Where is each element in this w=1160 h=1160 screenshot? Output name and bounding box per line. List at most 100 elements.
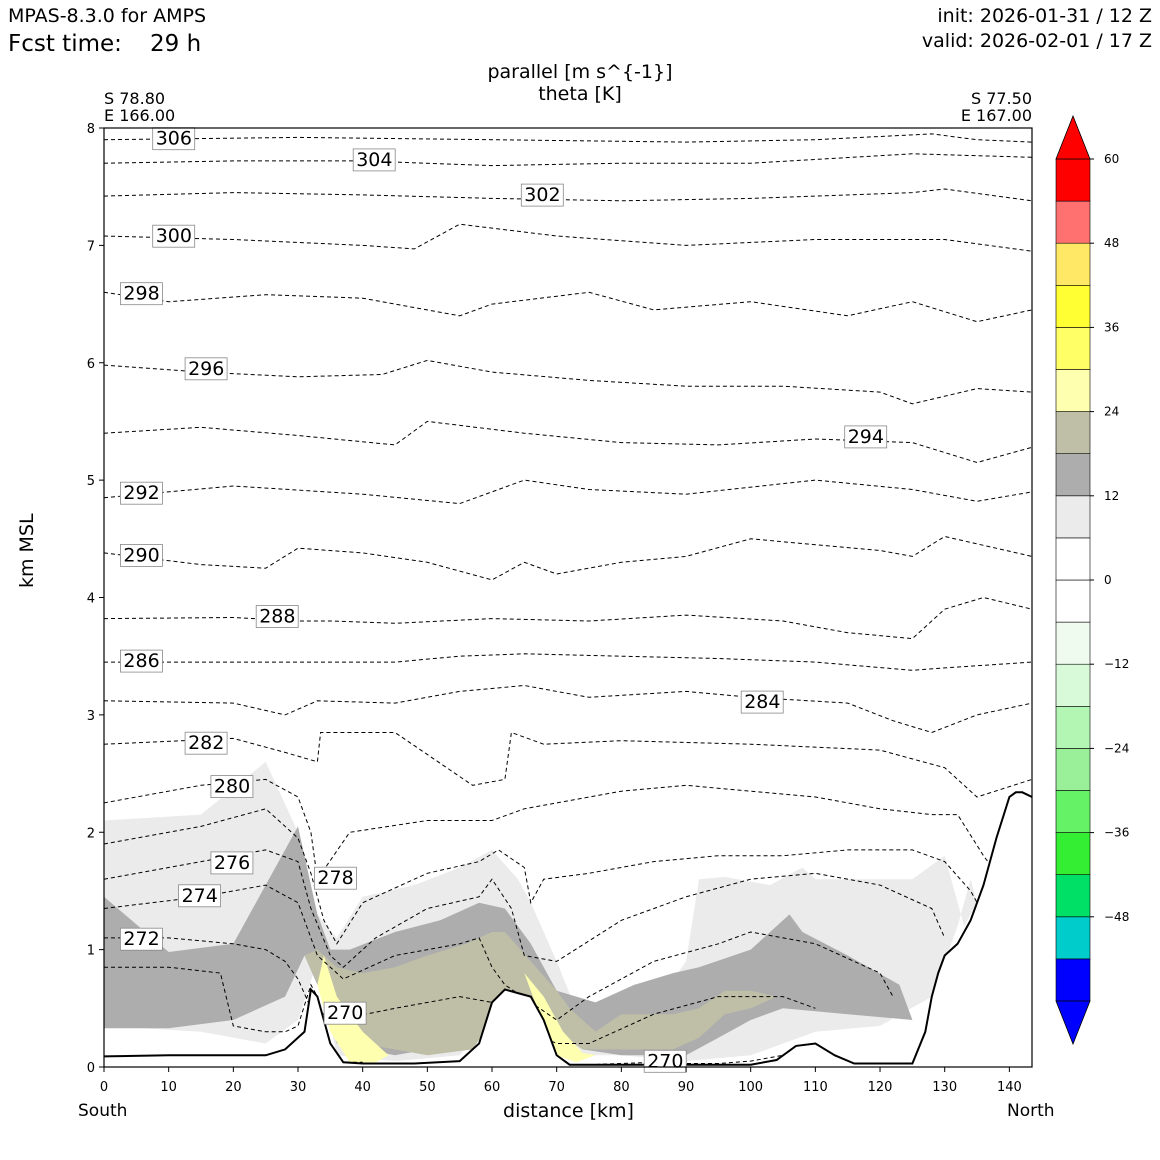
x-tick-label-90: 90 [678, 1080, 695, 1095]
x-tick-label-60: 60 [484, 1080, 501, 1095]
theta-contour-284 [104, 684, 1032, 734]
svg-text:298: 298 [123, 283, 159, 305]
svg-text:278: 278 [317, 867, 353, 889]
wind-fill-24-3 [317, 955, 389, 1063]
svg-text:282: 282 [188, 732, 224, 754]
colorbar-band--6 [1055, 579, 1091, 623]
theta-label-306-0: 306 [152, 127, 196, 151]
x-axis-label: distance [km] [503, 1100, 634, 1122]
north-label: North [1007, 1101, 1055, 1121]
theta-label-304-1: 304 [352, 148, 396, 172]
theta-label-270-19: 270 [643, 1049, 687, 1073]
x-tick-label-30: 30 [290, 1080, 307, 1095]
theta-contour-272 [104, 937, 816, 1044]
svg-text:304: 304 [356, 149, 392, 171]
theta-contour-304 [104, 153, 1032, 167]
y-tick-label-5: 5 [87, 474, 95, 489]
theta-label-288-9: 288 [255, 605, 299, 628]
svg-text:294: 294 [848, 426, 884, 448]
theta-contour-294 [104, 420, 1032, 464]
svg-text:270: 270 [327, 1002, 363, 1024]
theta-contour-298 [104, 291, 1032, 323]
wind-fill-layer [104, 761, 977, 1063]
theta-label-292-7: 292 [120, 481, 163, 505]
colorbar-band--36 [1055, 790, 1091, 833]
y-tick-label-6: 6 [87, 357, 95, 372]
south-label: South [78, 1101, 128, 1121]
y-tick-label-3: 3 [87, 709, 95, 724]
colorbar-band--42 [1055, 832, 1091, 875]
theta-label-276-15: 276 [210, 851, 254, 875]
model-title: MPAS-8.3.0 for AMPS [8, 5, 207, 27]
theta-contour-282 [104, 731, 1032, 798]
svg-text:288: 288 [259, 606, 295, 628]
theta-contour-278 [104, 808, 1004, 962]
x-tick-label-20: 20 [225, 1080, 242, 1095]
theta-contour-270 [588, 1043, 816, 1066]
chart-subtitle: theta [K] [538, 83, 622, 105]
svg-text:292: 292 [123, 482, 159, 504]
theta-label-302-2: 302 [520, 183, 564, 207]
right-endpoint-lat: S 77.50 [970, 89, 1032, 108]
svg-text:276: 276 [214, 852, 250, 874]
y-tick-label-4: 4 [87, 592, 95, 607]
colorbar-tick-label-0: 0 [1104, 573, 1112, 587]
svg-text:272: 272 [123, 928, 159, 950]
x-tick-label-0: 0 [100, 1080, 108, 1095]
theta-label-270-18: 270 [323, 1001, 367, 1025]
theta-contour-286 [104, 653, 1032, 671]
colorbar-tick-label-60: 60 [1104, 152, 1119, 166]
colorbar-band--30 [1055, 748, 1091, 791]
y-tick-label-0: 0 [87, 1061, 95, 1076]
colorbar-band--48 [1055, 874, 1091, 918]
theta-label-272-17: 272 [120, 927, 163, 951]
colorbar-tick-label-36: 36 [1104, 320, 1119, 334]
x-tick-label-100: 100 [738, 1080, 763, 1095]
svg-text:290: 290 [123, 544, 159, 566]
x-tick-label-120: 120 [868, 1080, 893, 1095]
colorbar-extend-max [1055, 114, 1091, 160]
theta-contour-300 [104, 223, 1032, 252]
colorbar-band--54 [1055, 916, 1091, 960]
colorbar-tick-label--24: −24 [1104, 741, 1129, 755]
colorbar-band--60 [1055, 958, 1091, 1002]
theta-contour-292 [104, 479, 1032, 505]
colorbar-band-48 [1055, 200, 1091, 244]
colorbar-tick-label--48: −48 [1104, 910, 1129, 924]
colorbar-tick-label-24: 24 [1104, 405, 1119, 419]
left-endpoint-lat: S 78.80 [104, 89, 166, 108]
colorbar-band-42 [1055, 242, 1091, 286]
theta-contour-280 [104, 778, 1010, 892]
y-tick-label-1: 1 [87, 944, 95, 959]
wind-fill-24-4 [524, 973, 596, 1063]
theta-contour-306 [104, 133, 1032, 143]
y-tick-label-2: 2 [87, 826, 95, 841]
y-tick-label-8: 8 [87, 122, 95, 137]
colorbar-band-12 [1055, 453, 1091, 497]
left-endpoint-lon: E 166.00 [104, 106, 176, 125]
x-tick-label-50: 50 [419, 1080, 436, 1095]
x-tick-label-110: 110 [803, 1080, 828, 1095]
svg-text:296: 296 [188, 358, 224, 380]
theta-label-274-16: 274 [178, 884, 222, 908]
svg-text:280: 280 [214, 776, 250, 798]
colorbar-band--18 [1055, 663, 1091, 707]
colorbar-extend-min [1055, 1000, 1091, 1046]
theta-label-296-5: 296 [184, 357, 228, 381]
colorbar-band--24 [1055, 705, 1091, 749]
x-tick-label-80: 80 [613, 1080, 630, 1095]
theta-contour-276 [104, 849, 946, 968]
colorbar-tick-label-12: 12 [1104, 489, 1119, 503]
x-tick-label-140: 140 [997, 1080, 1022, 1095]
theta-label-282-12: 282 [184, 731, 228, 755]
theta-label-286-10: 286 [120, 649, 163, 673]
x-tick-label-10: 10 [160, 1080, 177, 1095]
colorbar-band-54 [1055, 158, 1091, 202]
colorbar: −48 −36 −24 −12 0 12 24 36 48 60 [1055, 114, 1129, 1046]
terrain-mask [104, 792, 1032, 1067]
colorbar-band--12 [1055, 621, 1091, 665]
y-tick-label-7: 7 [87, 239, 95, 254]
theta-contour-296 [104, 359, 1032, 405]
theta-label-300-3: 300 [152, 224, 196, 248]
